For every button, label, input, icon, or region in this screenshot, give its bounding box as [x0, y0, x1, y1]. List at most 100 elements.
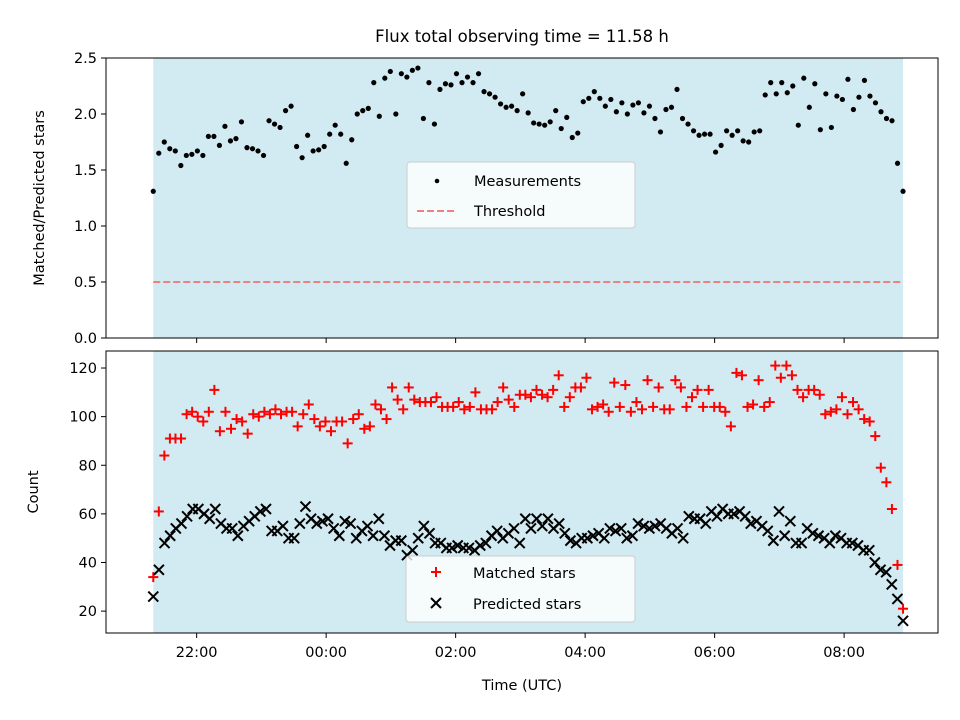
predicted-star-point [322, 513, 334, 525]
matched-star-point [237, 416, 248, 427]
matched-star-point [587, 404, 598, 415]
measurement-point [652, 115, 658, 122]
matched-star-point [487, 404, 498, 415]
measurement-point [271, 121, 278, 127]
measurement-point [327, 131, 333, 137]
predicted-star-point [897, 615, 909, 627]
matched-star-point [598, 399, 609, 410]
y-axis-label: Matched/Predicted stars [32, 110, 48, 286]
predicted-star-point [513, 537, 526, 549]
measurement-point [806, 104, 812, 110]
measurement-point [729, 132, 735, 138]
measurement-point [437, 86, 443, 92]
x-axis-ticks: 22:00 00:00 02:00 04:00 06:00 08:00 [176, 633, 865, 661]
legend: Measurements Threshold [406, 161, 636, 229]
ratio-panel: 0.0 0.5 1.0 1.5 2.0 2.5 Matched/Predicted sta… [32, 51, 939, 347]
predicted-star-point [530, 513, 543, 525]
matched-star-point [375, 404, 386, 415]
measurement-point [779, 80, 785, 86]
measurement-point [249, 146, 256, 152]
measurement-point [167, 146, 173, 152]
predicted-star-point [232, 530, 244, 542]
matched-star-point [836, 392, 847, 403]
measurement-point [553, 108, 559, 114]
matched-star-point [759, 401, 770, 412]
measurement-point [514, 108, 520, 114]
predicted-star-point [153, 564, 165, 576]
matched-star-point [459, 404, 470, 415]
matched-star-point [620, 380, 631, 391]
measurement-point [707, 131, 713, 137]
measurement-point [183, 152, 189, 159]
matched-star-point [670, 375, 681, 386]
measurement-point [724, 128, 730, 134]
measurement-point [850, 106, 857, 113]
measurement-point [597, 95, 603, 101]
predicted-star-point [677, 532, 689, 544]
measurement-point [591, 89, 597, 95]
measurement-point [894, 160, 901, 166]
measurement-point [486, 91, 493, 97]
matched-star-point [398, 404, 409, 415]
matched-star-point [642, 375, 653, 386]
predicted-star-point [891, 593, 904, 605]
measurement-point [823, 91, 829, 97]
legend-label-measurements: Measurements [474, 174, 581, 190]
y-tick-label: 2.5 [74, 51, 97, 67]
matched-star-point [320, 416, 331, 427]
measurement-point [448, 82, 454, 88]
matched-star-point [226, 423, 237, 434]
matched-star-point [609, 377, 620, 388]
predicted-star-point [209, 503, 221, 515]
measurement-point [674, 86, 680, 92]
matched-star-point [509, 401, 520, 412]
matched-star-point [686, 392, 697, 403]
measurement-point [305, 132, 311, 138]
measurement-point [718, 142, 724, 148]
measurement-point [817, 127, 823, 133]
measurement-point [205, 133, 211, 139]
predicted-star-point [277, 520, 289, 532]
predicted-star-point [542, 513, 554, 525]
measurement-point [740, 138, 746, 144]
measurement-point [762, 92, 768, 98]
measurement-point [613, 109, 619, 115]
matched-star-point [898, 603, 909, 614]
matched-star-point [153, 506, 164, 517]
matched-star-point [675, 382, 686, 393]
matched-star-point [248, 409, 259, 420]
predicted-star-point [626, 530, 639, 542]
legend: Matched stars Predicted stars [405, 555, 636, 623]
y-tick-label: 0.0 [74, 331, 97, 347]
measurement-point [624, 111, 630, 117]
predicted-star-point [519, 513, 532, 525]
measurement-point [299, 155, 305, 161]
matched-star-point [786, 370, 797, 381]
measurement-point [878, 109, 884, 115]
measurement-point [497, 101, 504, 107]
measurement-point [150, 188, 156, 194]
matched-star-point [392, 394, 403, 405]
matched-star-point [592, 401, 603, 412]
matched-star-point [875, 462, 886, 473]
measurement-point [663, 106, 669, 113]
matched-star-point [303, 399, 314, 410]
predicted-star-point [158, 537, 171, 549]
predicted-star-point [536, 520, 548, 532]
predicted-star-point [226, 522, 238, 535]
measurement-point [641, 110, 647, 116]
y-tick-label: 1.5 [74, 163, 97, 179]
predicted-star-point [508, 522, 520, 535]
measurement-point [569, 134, 575, 141]
predicted-star-point [525, 522, 537, 535]
matched-star-point [348, 414, 359, 425]
predicted-star-point [559, 527, 571, 540]
matched-star-point [498, 382, 509, 393]
measurement-point [657, 129, 664, 135]
y-axis-label: Count [26, 470, 42, 513]
predicted-star-point [778, 530, 791, 542]
measurement-point [542, 122, 548, 128]
measurement-point [746, 139, 752, 145]
measurement-point [376, 113, 382, 119]
